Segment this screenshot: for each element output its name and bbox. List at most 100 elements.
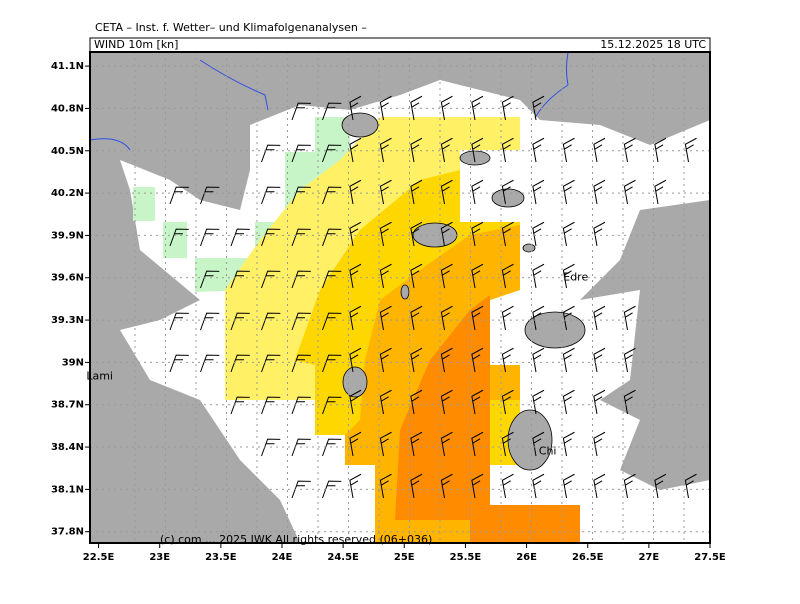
barb-shape (410, 95, 423, 121)
wind-barb (379, 389, 392, 415)
wind-barb (379, 221, 392, 247)
wind-barb (291, 186, 311, 205)
wind-barb (684, 137, 697, 163)
wind-barb (623, 347, 636, 373)
x-tick-label: 27E (638, 552, 659, 563)
wind-barb (532, 137, 545, 163)
barb-shape (440, 263, 453, 289)
barb-shape (410, 179, 423, 205)
barb-shape (532, 137, 545, 163)
wind-barb (410, 137, 423, 163)
wind-barb (291, 228, 311, 247)
wind-barb (410, 431, 423, 457)
barb-shape (593, 305, 606, 331)
barb-shape (562, 221, 575, 247)
wind-barb (501, 305, 514, 331)
y-tick-label: 40.8N (51, 103, 84, 114)
barb-shape (440, 179, 453, 205)
barb-shape (623, 389, 636, 415)
y-tick-label: 40.2N (51, 188, 84, 199)
wind-barb (322, 396, 342, 415)
wind-barb (261, 354, 281, 373)
wind-barb (623, 137, 636, 163)
wind-barb (440, 305, 453, 331)
barb-shape (322, 228, 342, 247)
barb-shape (261, 186, 281, 205)
wind-barb (379, 137, 392, 163)
wind-barb (471, 305, 484, 331)
wind-barb (261, 228, 281, 247)
wind-barb (291, 312, 311, 331)
barb-shape (410, 263, 423, 289)
barb-shape (623, 137, 636, 163)
wind-barb (379, 347, 392, 373)
barb-shape (593, 431, 606, 457)
wind-barb (291, 144, 311, 163)
wind-barb (200, 312, 220, 331)
barb-shape (230, 396, 250, 415)
wind-barb (349, 389, 362, 415)
wind-barb (623, 305, 636, 331)
barb-shape (379, 179, 392, 205)
wind-barb (261, 186, 281, 205)
barb-shape (230, 270, 250, 289)
wind-barb (230, 312, 250, 331)
wind-barb (471, 137, 484, 163)
wind-barb (562, 473, 575, 499)
barb-shape (261, 396, 281, 415)
barb-shape (322, 480, 342, 499)
x-tick-label: 27.5E (694, 552, 726, 563)
wind-barb (501, 221, 514, 247)
y-tick-label: 41.1N (51, 61, 84, 72)
wind-barb (532, 305, 545, 331)
barb-shape (349, 347, 362, 373)
barb-shape (200, 186, 220, 205)
barb-shape (623, 473, 636, 499)
barb-shape (200, 228, 220, 247)
barb-shape (562, 431, 575, 457)
wind-barb (169, 354, 189, 373)
barb-shape (349, 431, 362, 457)
wind-barb (471, 221, 484, 247)
x-tick-label: 26.5E (572, 552, 604, 563)
wind-barb (410, 179, 423, 205)
place-label: Edre (563, 271, 588, 284)
x-tick-label: 24E (272, 552, 293, 563)
barb-shape (291, 354, 311, 373)
barb-shape (471, 179, 484, 205)
barb-shape (291, 396, 311, 415)
wind-barb (593, 431, 606, 457)
wind-barb (440, 347, 453, 373)
barb-shape (440, 389, 453, 415)
wind-barb (291, 102, 311, 121)
barb-shape (291, 438, 311, 457)
wind-barb (261, 396, 281, 415)
wind-barb (379, 263, 392, 289)
wind-barb (532, 431, 545, 457)
wind-barb (349, 179, 362, 205)
barb-shape (684, 137, 697, 163)
barb-shape (593, 221, 606, 247)
wind-barb (410, 347, 423, 373)
barb-shape (322, 312, 342, 331)
barb-shape (169, 228, 189, 247)
wind-barb (379, 431, 392, 457)
wind-barb (654, 137, 667, 163)
barb-shape (410, 305, 423, 331)
barb-shape (440, 473, 453, 499)
wind-barb (169, 312, 189, 331)
wind-barb (410, 263, 423, 289)
place-label: Lami (86, 370, 113, 383)
wind-barb (230, 270, 250, 289)
wind-barb (200, 354, 220, 373)
wind-barb (230, 354, 250, 373)
barb-shape (440, 137, 453, 163)
barb-shape (379, 431, 392, 457)
barb-shape (379, 473, 392, 499)
wind-zone (133, 187, 155, 221)
wind-barb (562, 221, 575, 247)
wind-barb (440, 221, 453, 247)
x-tick-label: 24.5E (327, 552, 359, 563)
barb-shape (322, 102, 342, 121)
wind-barb (349, 221, 362, 247)
